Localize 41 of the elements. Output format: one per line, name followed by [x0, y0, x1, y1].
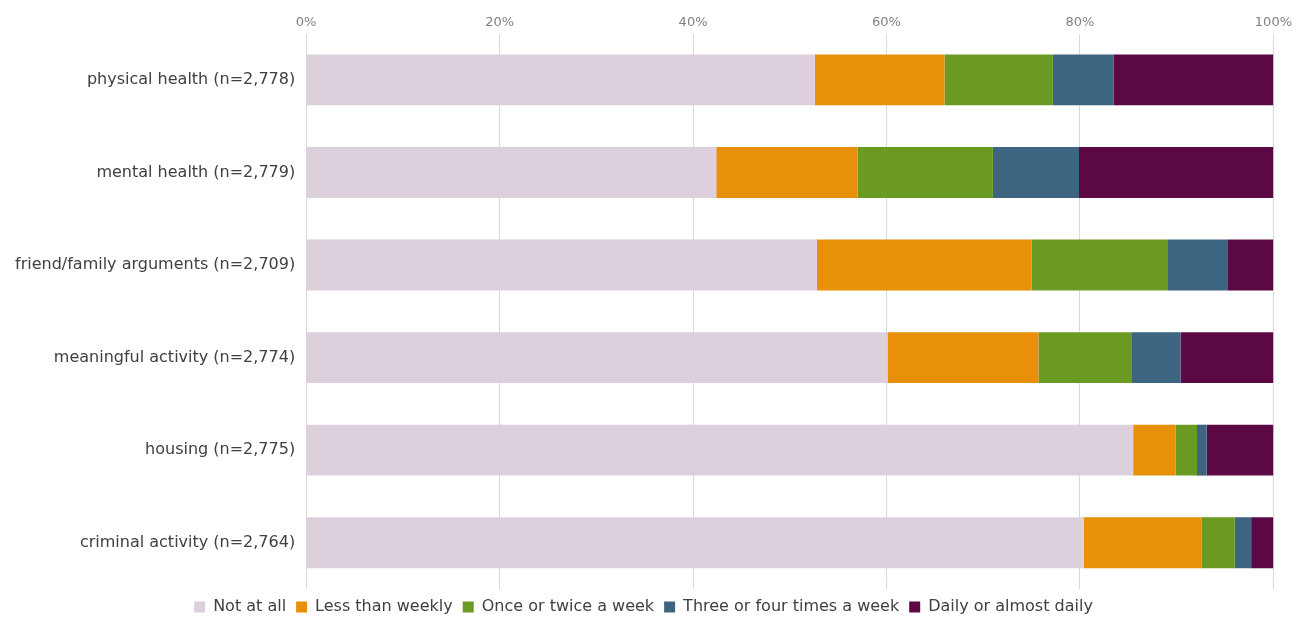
x-tick-label: 40%	[678, 14, 708, 30]
y-tick-label: housing (n=2,775)	[145, 439, 296, 459]
bar	[1197, 424, 1207, 476]
legend-label: Three or four times a week	[682, 596, 900, 616]
bar	[992, 146, 1079, 198]
bar	[1227, 239, 1274, 291]
x-tick-label: 80%	[1065, 14, 1095, 30]
bar	[1038, 332, 1132, 384]
y-tick-label: physical health (n=2,778)	[86, 69, 296, 89]
bar	[1113, 54, 1274, 106]
legend-label: Once or twice a week	[481, 596, 655, 616]
bar	[1083, 517, 1202, 569]
y-tick-label: criminal activity (n=2,764)	[79, 531, 296, 551]
x-tick-label: 0%	[295, 14, 317, 30]
y-tick-label: meaningful activity (n=2,774)	[53, 346, 296, 366]
bar	[887, 332, 1039, 384]
bar	[1052, 54, 1114, 106]
bar	[944, 54, 1053, 106]
bar	[1201, 517, 1235, 569]
bar	[1133, 424, 1176, 476]
bar	[1180, 332, 1274, 384]
legend-label: Not at all	[213, 596, 287, 616]
bar	[1175, 424, 1197, 476]
bar	[1079, 146, 1274, 198]
y-tick-label: friend/family arguments (n=2,709)	[15, 254, 296, 274]
x-tick-label: 20%	[485, 14, 515, 30]
bar	[716, 146, 858, 198]
bar	[857, 146, 993, 198]
bar	[1206, 424, 1274, 476]
legend-label: Less than weekly	[315, 596, 453, 616]
x-tick-label: 100%	[1254, 14, 1292, 30]
bar	[1031, 239, 1168, 291]
y-tick-label: mental health (n=2,779)	[96, 161, 296, 181]
bar	[816, 239, 1032, 291]
legend-label: Daily or almost daily	[928, 596, 1093, 616]
x-tick-label: 60%	[872, 14, 901, 30]
bar	[814, 54, 945, 106]
bar	[1131, 332, 1181, 384]
bar	[1234, 517, 1252, 569]
bar	[1251, 517, 1274, 569]
bar	[1167, 239, 1228, 291]
